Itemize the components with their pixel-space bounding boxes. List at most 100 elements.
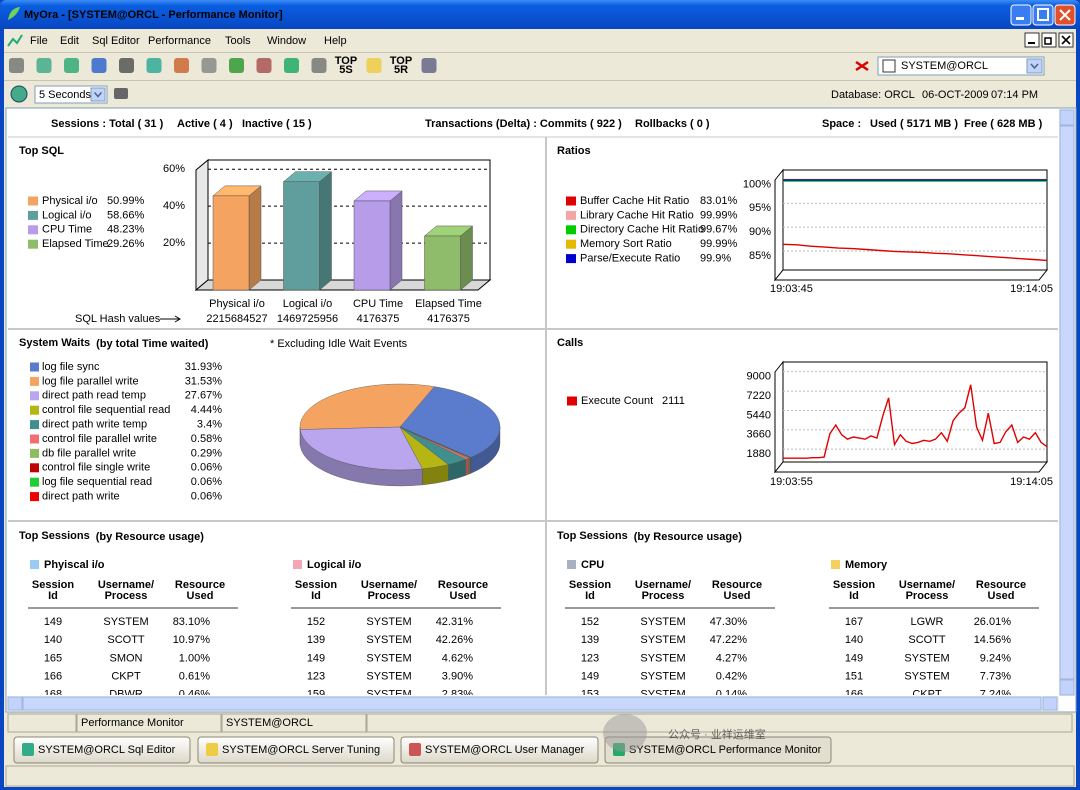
taskbar-button[interactable]	[197, 736, 395, 764]
toolbar-button[interactable]	[36, 58, 52, 73]
toolbar-button[interactable]	[201, 58, 217, 73]
window-title: MyOra - [SYSTEM@ORCL - Performance Monit…	[24, 9, 283, 21]
toolbar-button[interactable]	[229, 58, 244, 73]
menu-item[interactable]: Help	[324, 35, 347, 47]
column-header: Process	[368, 590, 411, 602]
mdi-glyph	[1028, 42, 1035, 44]
menu-item[interactable]: Tools	[225, 35, 251, 47]
select-arrow[interactable]	[90, 87, 106, 102]
taskbar-label[interactable]: SYSTEM@ORCL Server Tuning	[222, 744, 380, 756]
interval-select[interactable]	[34, 85, 108, 104]
separator	[4, 80, 1076, 81]
legend-value: 99.9%	[700, 253, 731, 265]
session-user: DBWR	[109, 689, 143, 701]
legend-value: 2111	[662, 395, 685, 407]
toolbar-button[interactable]	[9, 58, 24, 73]
table-title: CPU	[581, 559, 604, 571]
toolbar-button[interactable]	[421, 58, 437, 73]
column-header: Session	[569, 579, 611, 591]
column-header: Username/	[635, 579, 691, 591]
y-tick-label: 60%	[163, 163, 185, 175]
legend-value: 0.06%	[191, 491, 222, 503]
mdi-minimize[interactable]	[1024, 32, 1040, 48]
mdi-restore[interactable]	[1041, 32, 1057, 48]
session-id: 140	[845, 634, 863, 646]
toolbar-button[interactable]	[284, 58, 299, 73]
taskbar-label[interactable]: SYSTEM@ORCL Sql Editor	[38, 744, 176, 756]
session-resource: 83.10%	[173, 616, 211, 628]
taskbar-button[interactable]	[604, 736, 832, 764]
print-button[interactable]	[114, 88, 128, 99]
toolbar-button[interactable]	[256, 58, 272, 73]
session-id: 168	[44, 689, 62, 701]
toolbar-icon-label[interactable]: 5S	[339, 64, 352, 76]
connection-name: SYSTEM@ORCL	[901, 60, 988, 72]
legend-swatch	[566, 239, 576, 249]
session-user: CKPT	[912, 689, 942, 701]
legend-value: 58.66%	[107, 209, 145, 221]
refresh-icon[interactable]	[10, 85, 28, 103]
menu-item[interactable]: Edit	[60, 35, 79, 47]
scroll-thumb[interactable]	[22, 696, 1042, 711]
toolbar-button[interactable]	[146, 58, 162, 73]
menu-item[interactable]: Performance	[148, 35, 211, 47]
legend-label: direct path write	[42, 491, 120, 503]
separator	[4, 52, 1076, 53]
legend-swatch	[566, 196, 576, 206]
session-id: 159	[307, 689, 325, 701]
combo-arrow[interactable]	[1026, 58, 1043, 74]
connection-icon	[882, 59, 896, 73]
toolbar-icon-label[interactable]: 5R	[394, 64, 408, 76]
toolbar-button[interactable]	[64, 58, 79, 73]
legend-value: 99.67%	[700, 224, 738, 236]
scroll-down[interactable]	[1059, 679, 1075, 696]
session-id: 149	[307, 652, 325, 664]
session-id: 123	[581, 652, 599, 664]
legend-label: Physical i/o	[42, 195, 98, 207]
pie-slice-side	[465, 457, 469, 476]
x-tick-label: 19:03:55	[770, 476, 813, 488]
bar-side	[389, 190, 403, 291]
status-bar	[6, 713, 1074, 733]
legend-label: db file parallel write	[42, 447, 136, 459]
session-resource: 4.62%	[442, 652, 473, 664]
legend-label: Parse/Execute Ratio	[580, 253, 680, 265]
legend-swatch	[30, 492, 39, 502]
taskbar-label[interactable]: SYSTEM@ORCL Performance Monitor	[629, 744, 822, 756]
taskbar-label[interactable]: SYSTEM@ORCL User Manager	[425, 744, 585, 756]
menu-item[interactable]: Window	[267, 35, 306, 47]
menu-item[interactable]: Sql Editor	[92, 35, 140, 47]
toolbar-icon-label[interactable]: TOP	[390, 55, 412, 67]
minimize-button[interactable]	[1010, 4, 1032, 26]
y-tick-label: 100%	[743, 178, 771, 190]
menu-item[interactable]: File	[30, 35, 48, 47]
legend-swatch	[30, 405, 39, 415]
legend-label: control file sequential read	[42, 404, 170, 416]
column-header: Id	[48, 590, 58, 602]
scroll-up[interactable]	[1059, 109, 1075, 126]
toolbar-button[interactable]	[366, 58, 382, 73]
session-user: SYSTEM	[640, 616, 685, 628]
minimize-glyph	[1016, 17, 1024, 20]
legend-value: 48.23%	[107, 224, 145, 236]
status-text: SYSTEM@ORCL	[226, 717, 313, 729]
scroll-left[interactable]	[7, 696, 23, 711]
session-id: 167	[845, 616, 863, 628]
plot-area	[782, 361, 1048, 463]
panel-title: Top Sessions	[19, 530, 90, 542]
legend-label: Execute Count	[581, 395, 653, 407]
toolbar-button[interactable]	[119, 58, 134, 73]
legend-label: direct path read temp	[42, 390, 146, 402]
scroll-right[interactable]	[1042, 696, 1058, 711]
title-bar	[0, 0, 1080, 29]
toolbar-button[interactable]	[91, 58, 107, 73]
panel-title: Top Sessions	[557, 530, 628, 542]
scroll-thumb[interactable]	[1059, 125, 1075, 680]
session-id: 152	[581, 616, 599, 628]
taskbar-button[interactable]	[400, 736, 599, 764]
taskbar-button[interactable]	[13, 736, 191, 764]
toolbar-button[interactable]	[174, 58, 189, 73]
toolbar-icon-label[interactable]: TOP	[335, 55, 357, 67]
toolbar-button[interactable]	[311, 58, 327, 73]
connection-combo[interactable]	[877, 56, 1045, 76]
